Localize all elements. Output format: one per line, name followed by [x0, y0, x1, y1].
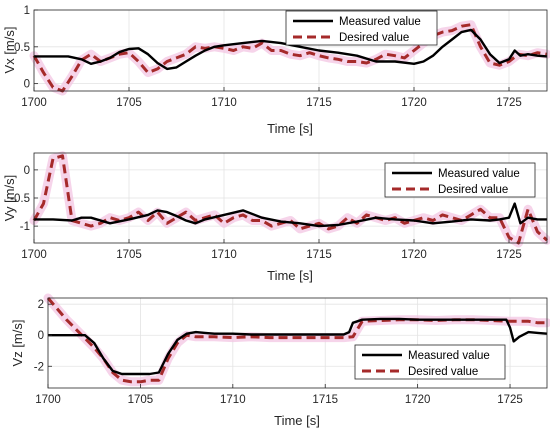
- legend-label-measured-vy: Measured value: [438, 168, 520, 180]
- xlabel-vx: Time [s]: [267, 121, 313, 136]
- x-tick-label: 1725: [496, 97, 522, 109]
- desired-value-line: [32, 23, 548, 93]
- x-tick-label: 1710: [220, 394, 246, 406]
- x-tick-label: 1720: [401, 249, 427, 261]
- x-tick-label: 1700: [21, 97, 47, 109]
- x-tick-label: 1705: [116, 97, 142, 109]
- ticks-vx: 1700 1705 1710 1715 1720 1725 0 0.5 1: [14, 5, 522, 109]
- x-tick-label: 1725: [497, 394, 523, 406]
- x-tick-label: 1705: [116, 249, 142, 261]
- x-tick-label: 1700: [21, 249, 47, 261]
- ylabel-vy: Vy [m/s]: [2, 175, 17, 221]
- ticks-vz: 1700 1705 1710 1715 1720 1725 -2 0 2: [34, 299, 523, 406]
- legend-box-vx: [285, 10, 438, 46]
- legend-box-vy: [384, 162, 536, 198]
- measured-series-vz: [48, 317, 548, 376]
- x-tick-label: 1725: [496, 249, 522, 261]
- y-tick-label: -2: [34, 361, 44, 373]
- legend-label-desired-vx: Desired value: [339, 32, 409, 44]
- x-tick-label: 1705: [128, 394, 154, 406]
- ylabel-vz: Vz [m/s]: [10, 320, 25, 367]
- x-tick-label: 1715: [312, 394, 338, 406]
- ticks-vy: 1700 1705 1710 1715 1720 1725 -1 -0.5 0: [10, 165, 522, 261]
- panel-vx: 1700 1705 1710 1715 1720 1725 0 0.5 1 Time [s] V…: [2, 5, 550, 136]
- x-tick-label: 1710: [211, 249, 237, 261]
- y-tick-label: 0: [38, 330, 44, 342]
- desired-series-vx: [29, 20, 550, 96]
- legend-label-desired-vz: Desired value: [408, 366, 478, 378]
- ylabel-vx: Vx [m/s]: [2, 27, 17, 74]
- x-tick-label: 1710: [211, 97, 237, 109]
- y-tick-label: 1: [24, 5, 30, 17]
- measured-series-vy: [34, 202, 547, 228]
- y-tick-label: -0.5: [10, 193, 30, 205]
- xlabel-vy: Time [s]: [267, 268, 313, 283]
- legend-box-vz: [354, 344, 506, 380]
- y-tick-label: 2: [38, 299, 44, 311]
- measured-value-line: [48, 317, 548, 376]
- y-tick-label: 0: [24, 79, 30, 91]
- y-tick-label: 0.5: [14, 42, 30, 54]
- legend-label-measured-vx: Measured value: [339, 16, 421, 28]
- x-tick-label: 1715: [306, 97, 332, 109]
- axes-box-vz: [47, 297, 548, 389]
- y-tick-label: 0: [24, 165, 30, 177]
- x-tick-label: 1700: [35, 394, 61, 406]
- x-tick-label: 1720: [405, 394, 431, 406]
- panel-vz: 1700 1705 1710 1715 1720 1725 -2 0 2 Time [s] Vz…: [10, 293, 550, 428]
- legend-vy: Measured value Desired value: [384, 162, 536, 198]
- legend-label-measured-vz: Measured value: [408, 350, 490, 362]
- axes-box-vx: [33, 9, 548, 92]
- x-tick-label: 1720: [401, 97, 427, 109]
- legend-vx: Measured value Desired value: [285, 10, 438, 46]
- legend-label-desired-vy: Desired value: [438, 184, 508, 196]
- legend-vz: Measured value Desired value: [354, 344, 506, 380]
- panel-vy: 1700 1705 1710 1715 1720 1725 -1 -0.5 0 Time [s]…: [2, 151, 550, 283]
- xlabel-vz: Time [s]: [274, 413, 320, 428]
- y-tick-label: -1: [20, 221, 30, 233]
- x-tick-label: 1715: [306, 249, 332, 261]
- measured-value-line: [34, 202, 547, 228]
